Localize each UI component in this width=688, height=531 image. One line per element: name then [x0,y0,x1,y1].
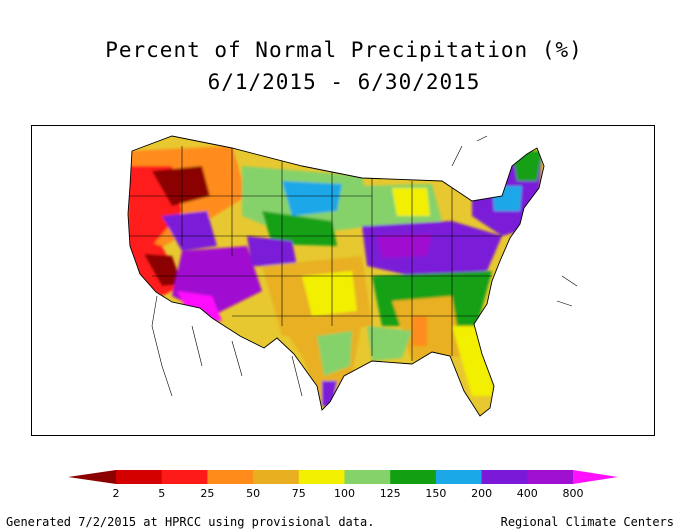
us-precipitation-map [127,135,578,417]
legend-arrow-high [573,470,618,484]
legend-cell [390,470,437,484]
legend-label: 50 [246,487,261,500]
mexico-outline [151,295,303,397]
legend-cell [253,470,300,484]
legend-label: 5 [158,487,166,500]
state-boundaries [128,146,502,361]
legend-cell [207,470,254,484]
footer-source: Regional Climate Centers [500,515,674,529]
legend-label: 200 [471,487,493,500]
legend-cell [435,470,483,484]
legend-cell [481,470,528,484]
legend-cell [116,470,163,484]
legend-cell [344,470,391,484]
legend-color-cells [116,470,574,484]
legend-arrow-low [68,470,116,484]
canada-bahamas-outline [451,135,578,307]
map-date-range: 6/1/2015 - 6/30/2015 [207,70,481,94]
map-frame [31,125,655,436]
legend-label: 125 [379,487,401,500]
legend-label: 800 [562,487,584,500]
precipitation-legend [68,470,618,484]
legend-label: 150 [425,487,447,500]
legend-cell [298,470,345,484]
legend-label: 75 [291,487,306,500]
legend-cell [527,470,574,484]
legend-label: 2 [112,487,120,500]
map-title: Percent of Normal Precipitation (%) [105,38,583,62]
legend-label: 400 [516,487,538,500]
footer-generated-note: Generated 7/2/2015 at HPRCC using provis… [6,515,375,529]
us-coastline [127,135,545,417]
legend-label: 100 [334,487,355,500]
legend-label: 25 [200,487,215,500]
legend-cell [161,470,208,484]
